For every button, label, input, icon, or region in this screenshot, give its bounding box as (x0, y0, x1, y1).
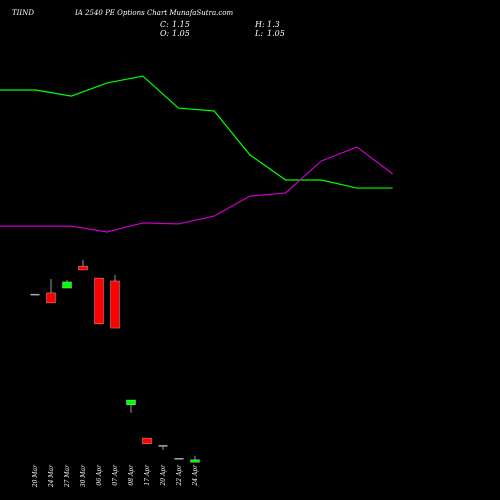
candle-body (62, 281, 72, 289)
x-tick-label: 24 Apr (192, 464, 199, 487)
x-tick-label: 22 Apr (176, 464, 183, 487)
x-tick-label: 07 Apr (112, 464, 119, 486)
info-label: O: (160, 29, 170, 38)
chart-title: IA 2540 PE Options Chart MunafaSutra.com (74, 9, 233, 17)
candle-body (30, 293, 40, 296)
candle-body (158, 445, 168, 447)
candle-body (46, 292, 56, 304)
x-tick-label: 30 Mar (80, 464, 87, 487)
chart-title: TIIND (12, 9, 34, 17)
indicator-line (0, 75, 393, 189)
x-tick-label: 20 Mar (32, 464, 39, 488)
candle-body (94, 277, 104, 325)
info-value: 1.05 (267, 29, 285, 38)
info-label: C: (160, 20, 169, 29)
candle-body (190, 459, 200, 463)
candle-body (78, 265, 88, 271)
x-tick-label: 17 Apr (144, 464, 151, 486)
candle-body (174, 458, 184, 460)
info-value: 1.15 (172, 20, 190, 29)
x-tick-label: 20 Apr (160, 464, 167, 487)
x-tick-label: 06 Apr (96, 464, 103, 486)
candle-body (110, 280, 120, 329)
indicator-line (0, 146, 394, 233)
info-label: H: (254, 20, 265, 29)
x-tick-label: 27 Mar (64, 464, 71, 488)
candle-body (126, 399, 136, 406)
info-label: L: (254, 29, 263, 38)
x-tick-label: 24 Mar (48, 464, 55, 488)
candle-body (142, 437, 152, 445)
info-value: 1.05 (172, 29, 190, 38)
x-tick-label: 08 Apr (128, 464, 135, 486)
info-value: 1.3 (267, 20, 280, 29)
